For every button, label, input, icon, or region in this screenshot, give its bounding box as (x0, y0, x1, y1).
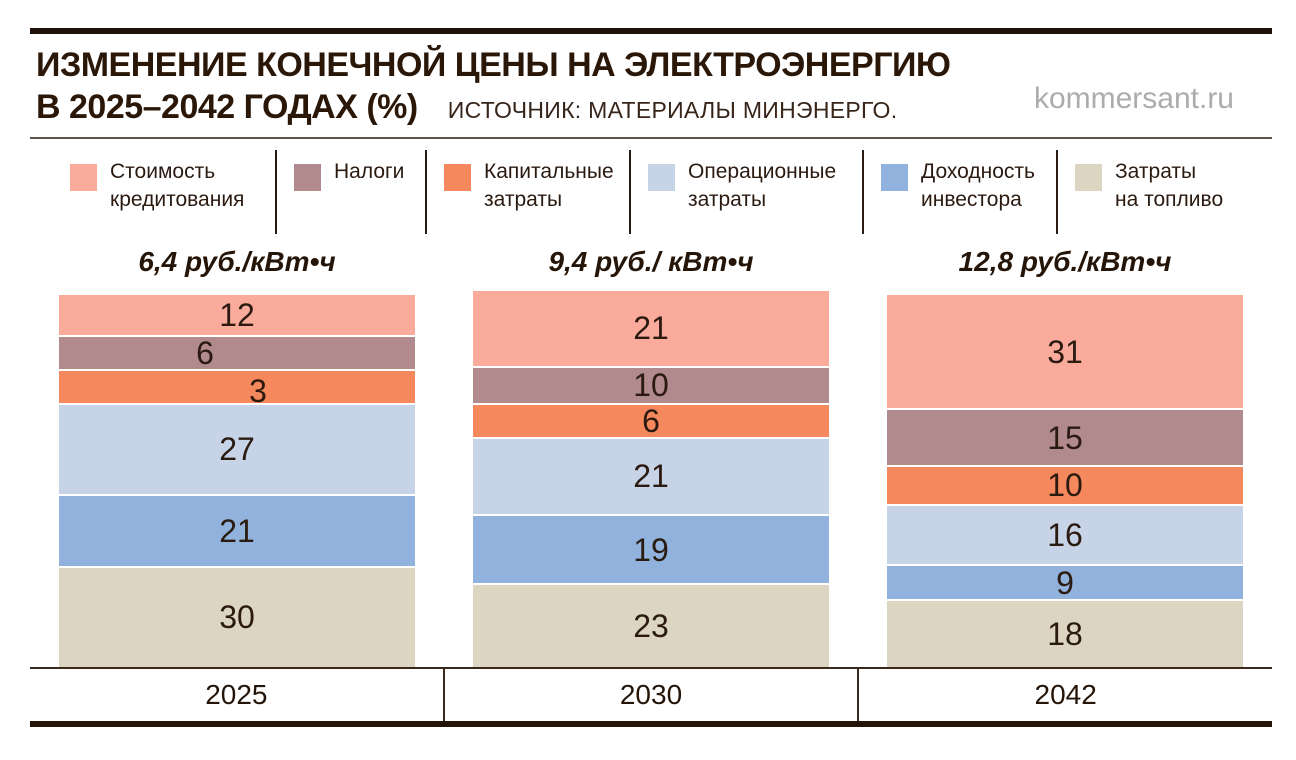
bar-segment-value: 3 (249, 372, 267, 409)
bar-segment-value: 21 (219, 512, 255, 549)
legend-label-line: Доходность (921, 160, 1035, 183)
legend-item-label: Доходность инвестора (921, 150, 1035, 234)
legend-swatch (70, 164, 97, 191)
bar-segment-value: 30 (219, 599, 255, 636)
bar-segment-value: 6 (642, 403, 660, 440)
bar-segment-value: 6 (196, 334, 214, 371)
legend-item-label: Налоги (334, 150, 404, 234)
bar-segment-value: 27 (219, 431, 255, 468)
bar-segment-value: 9 (1056, 564, 1074, 601)
bar-segment: 27 (59, 402, 415, 495)
price-labels-row: 6,4 руб./кВт•ч 9,4 руб./ кВт•ч 12,8 руб./к… (30, 246, 1272, 278)
legend-item-label: Стоимость кредитования (110, 150, 244, 234)
bar-segment: 16 (887, 503, 1243, 565)
bar-segment-value: 23 (633, 608, 669, 645)
bar: 21 10 6 21 19 23 (473, 291, 829, 667)
bar-segment: 15 (887, 408, 1243, 466)
bar-price-label: 12,8 руб./кВт•ч (958, 246, 1172, 277)
bar-segment-value: 21 (633, 310, 669, 347)
bar-column: 12 6 3 27 21 30 (30, 295, 444, 667)
bar-price-label: 6,4 руб./кВт•ч (138, 246, 336, 277)
bar: 12 6 3 27 21 30 (59, 295, 415, 667)
bar-segment: 6 (473, 403, 829, 440)
bar-price-label: 9,4 руб./ кВт•ч (548, 246, 754, 277)
legend-label-line: Операционные (688, 160, 837, 183)
legend-label-line: Налоги (334, 160, 405, 183)
legend-label-line: Стоимость (110, 160, 216, 183)
legend: Стоимость кредитования Налоги Капитальные за… (30, 150, 1272, 234)
bar-segment: 31 (887, 295, 1243, 409)
bar-segment: 10 (887, 465, 1243, 504)
bar-segment: 23 (473, 583, 829, 667)
bar-segment: 10 (473, 365, 829, 404)
bar-segment: 21 (473, 291, 829, 366)
legend-label-line: на топливо (1115, 188, 1224, 211)
source-note: ИСТОЧНИК: МАТЕРИАЛЫ МИНЭНЕРГО. (447, 97, 898, 123)
masthead-bar (30, 28, 1272, 34)
bar-column: 31 15 10 16 9 18 (858, 295, 1272, 667)
legend-item-label: Затраты на топливо (1115, 150, 1223, 234)
legend-item: Затраты на топливо (1056, 150, 1272, 234)
legend-swatch (294, 164, 321, 191)
legend-item: Стоимость кредитования (30, 150, 275, 234)
legend-item-label: Операционные затраты (688, 150, 836, 234)
legend-label-line: Затраты (1115, 160, 1197, 183)
bar-segment-value: 21 (633, 458, 669, 495)
bar-segment: 3 (59, 368, 415, 407)
legend-item: Операционные затраты (629, 150, 862, 234)
bar-segment: 9 (887, 564, 1243, 601)
bar-segment: 21 (473, 437, 829, 514)
legend-item: Капитальные затраты (425, 150, 629, 234)
stacked-bars: 12 6 3 27 21 30 21 10 6 21 19 23 31 15 10 16 9 18 (30, 290, 1272, 667)
legend-label-line: кредитования (110, 188, 245, 211)
legend-swatch (881, 164, 908, 191)
legend-swatch (444, 164, 471, 191)
legend-label-line: Капитальные (484, 160, 614, 183)
bar-segment-value: 19 (633, 531, 669, 568)
x-axis-category-label: 2025 (205, 679, 268, 710)
bar-segment: 18 (887, 599, 1243, 667)
bar-segment-value: 31 (1047, 333, 1083, 370)
bar-segment: 12 (59, 295, 415, 335)
legend-item: Доходность инвестора (862, 150, 1056, 234)
legend-item: Налоги (275, 150, 425, 234)
bar-segment: 6 (59, 334, 415, 371)
bar: 31 15 10 16 9 18 (887, 295, 1243, 667)
bar-segment-value: 12 (219, 296, 255, 333)
kommersant-watermark: kommersant.ru (1033, 82, 1234, 115)
title-line-2-row: В 2025–2042 ГОДАХ (%) ИСТОЧНИК: МАТЕРИАЛ… (36, 86, 950, 131)
title-line-2: В 2025–2042 ГОДАХ (%) (36, 88, 418, 126)
x-axis-category-label: 2042 (857, 669, 1272, 721)
bar-segment-value: 10 (633, 367, 669, 404)
header-divider (30, 137, 1272, 139)
bar-segment-value: 10 (1047, 467, 1083, 504)
legend-swatch (648, 164, 675, 191)
legend-label-line: инвестора (921, 188, 1022, 211)
x-axis-category-label: 2030 (442, 669, 858, 721)
bar-segment: 19 (473, 513, 829, 584)
legend-item-label: Капитальные затраты (484, 150, 614, 234)
title-line-1: ИЗМЕНЕНИЕ КОНЕЧНОЙ ЦЕНЫ НА ЭЛЕКТРОЭНЕРГИ… (36, 46, 951, 84)
bar-segment-value: 15 (1047, 419, 1083, 456)
x-axis: 2025 2030 2042 (30, 667, 1272, 727)
bar-segment-value: 16 (1047, 517, 1083, 554)
page-title: ИЗМЕНЕНИЕ КОНЕЧНОЙ ЦЕНЫ НА ЭЛЕКТРОЭНЕРГИ… (36, 44, 951, 131)
legend-label-line: затраты (688, 188, 767, 211)
bar-segment-value: 18 (1047, 616, 1083, 653)
bar-segment: 30 (59, 565, 415, 667)
bar-column: 21 10 6 21 19 23 (444, 291, 858, 667)
bar-segment: 21 (59, 494, 415, 566)
legend-swatch (1075, 164, 1102, 191)
legend-label-line: затраты (484, 188, 563, 211)
